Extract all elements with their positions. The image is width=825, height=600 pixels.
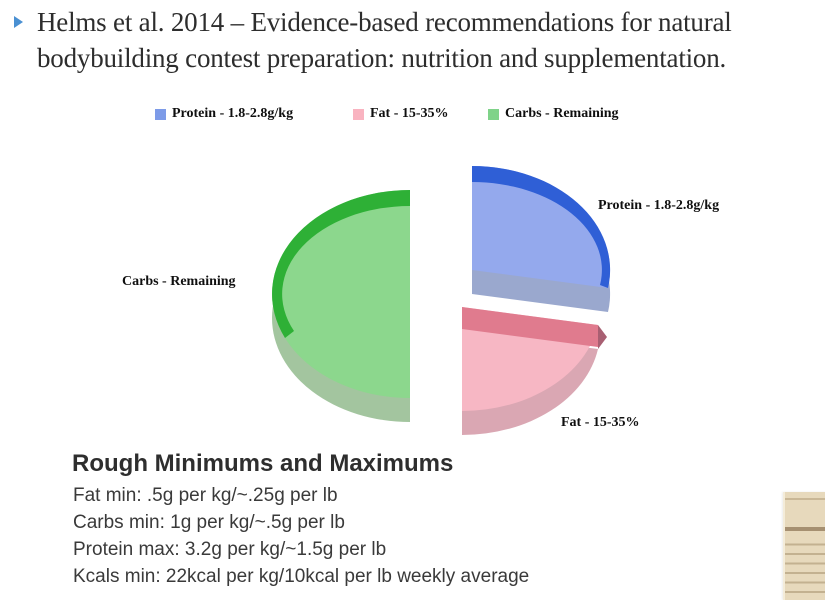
- pie-slice-protein-face: [472, 165, 611, 288]
- info-line-protein-max: Protein max: 3.2g per kg/~1.5g per lb: [73, 539, 387, 560]
- legend-swatch-carbs: [488, 108, 499, 120]
- legend-item-protein: Protein - 1.8-2.8g/kg: [155, 106, 293, 122]
- bullet-triangle-icon: [14, 16, 23, 28]
- pie-label-protein: Protein - 1.8-2.8g/kg: [598, 198, 720, 213]
- legend-item-fat: Fat - 15-35%: [353, 106, 449, 122]
- pie-chart: [272, 165, 611, 435]
- slide-title-line1: Helms et al. 2014 – Evidence-based recom…: [37, 7, 732, 37]
- legend-swatch-protein: [155, 108, 166, 120]
- notepad-thumbnail: [783, 492, 825, 600]
- slide-title-line2: bodybuilding contest preparation: nutrit…: [37, 43, 727, 73]
- pie-label-fat: Fat - 15-35%: [561, 415, 640, 430]
- legend-swatch-fat: [353, 108, 364, 120]
- pie-label-carbs: Carbs - Remaining: [122, 274, 236, 289]
- notepad-ruled-lines: [785, 536, 825, 600]
- legend-label-protein: Protein - 1.8-2.8g/kg: [172, 106, 294, 121]
- pie-slice-protein: [472, 165, 611, 312]
- notepad-accent-line: [785, 527, 825, 531]
- legend-label-carbs: Carbs - Remaining: [505, 106, 619, 121]
- pie-slice-fat: [462, 307, 607, 435]
- pie-slice-fat-rim: [462, 307, 598, 347]
- info-line-fat-min: Fat min: .5g per kg/~.25g per lb: [73, 485, 338, 506]
- legend-label-fat: Fat - 15-35%: [370, 106, 449, 121]
- slide-title: Helms et al. 2014 – Evidence-based recom…: [37, 4, 823, 76]
- info-heading: Rough Minimums and Maximums: [72, 450, 454, 477]
- info-line-kcals-min: Kcals min: 22kcal per kg/10kcal per lb w…: [73, 566, 530, 587]
- pie-slice-fat-corner: [598, 325, 607, 349]
- pie-slice-protein-rim: [472, 165, 611, 288]
- pie-slice-carbs: [272, 190, 410, 422]
- legend-item-carbs: Carbs - Remaining: [488, 106, 619, 122]
- info-line-carbs-min: Carbs min: 1g per kg/~.5g per lb: [73, 512, 345, 533]
- notepad-line: [785, 498, 825, 500]
- pie-slice-carbs-rim: [272, 190, 410, 338]
